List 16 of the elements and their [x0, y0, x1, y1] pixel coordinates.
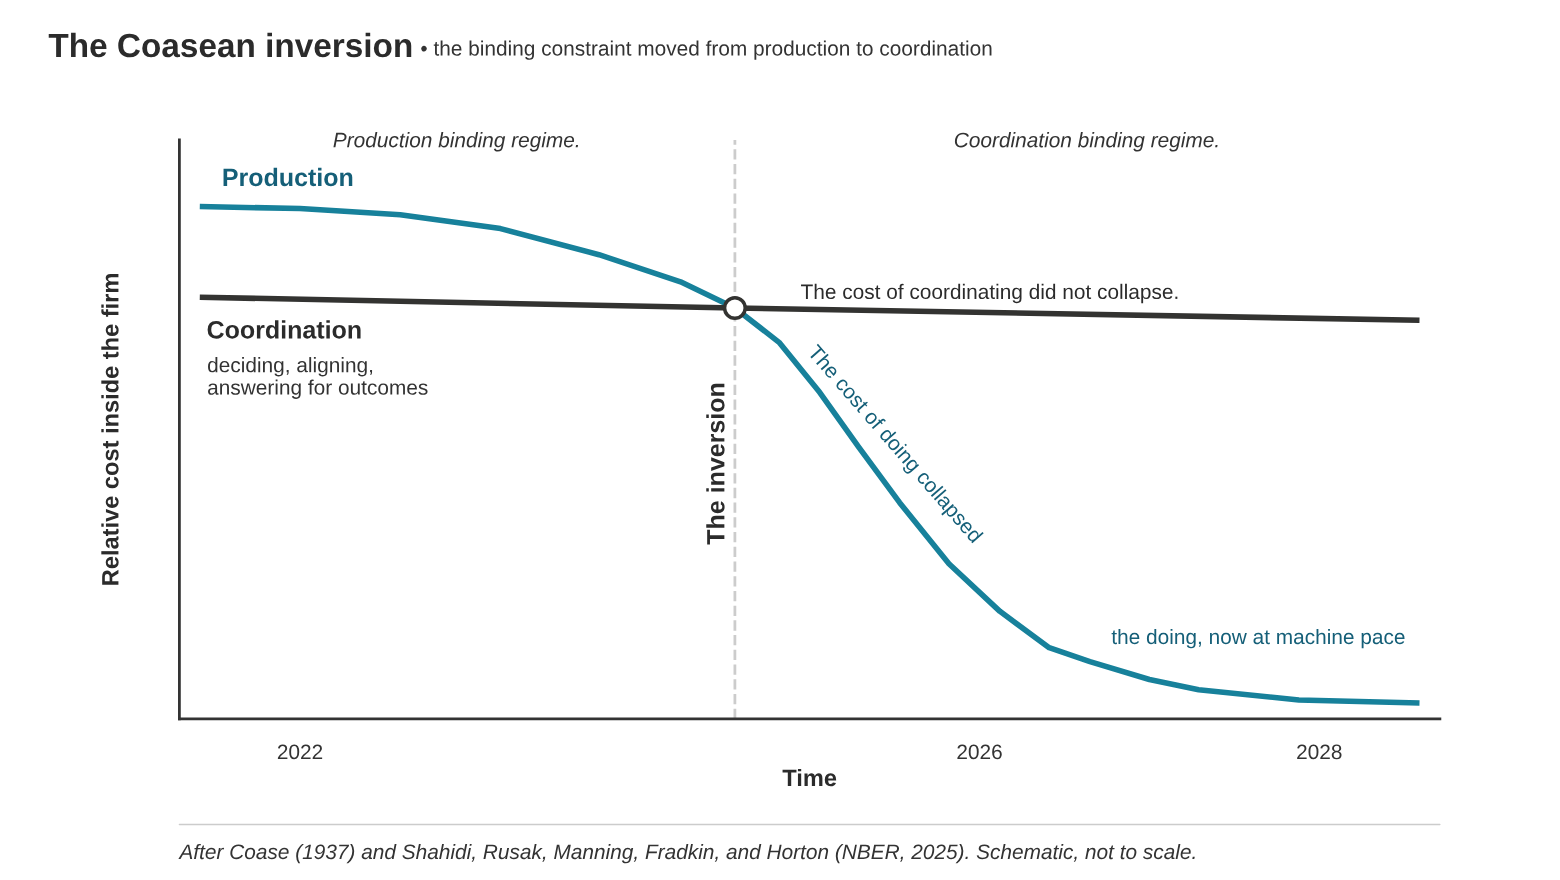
text: Coordination binding regime.: [954, 132, 1218, 152]
x-axis-title: Time: [782, 768, 837, 787]
series-label: Production: [223, 167, 353, 187]
chart-title: The Coasean inversion: [48, 32, 412, 58]
chart-subtitle: • the binding constraint moved from production to coordination: [421, 40, 992, 60]
annotation: deciding, aligning, answering for outcomes: [208, 357, 428, 399]
annotation: The cost of coordinating did not collapse.: [801, 283, 1178, 304]
text: After Coase (1937) and Shahidi, Rusak, Manning, Fradkin, and Horton (NBER, 2025). Schematic, not to scale.: [178, 843, 1195, 864]
ref-line-label: The inversion: [706, 383, 725, 545]
x-tick-label: 2028: [1297, 744, 1342, 760]
x-tick-label: 2022: [277, 744, 323, 760]
series-label: Coordination: [207, 320, 361, 339]
y-axis-title: Relative cost inside the firm: [101, 274, 119, 585]
text: Production binding regime.: [333, 132, 579, 152]
x-tick-label: 2026: [957, 744, 1002, 760]
annotation: the doing, now at machine pace: [1111, 628, 1405, 649]
